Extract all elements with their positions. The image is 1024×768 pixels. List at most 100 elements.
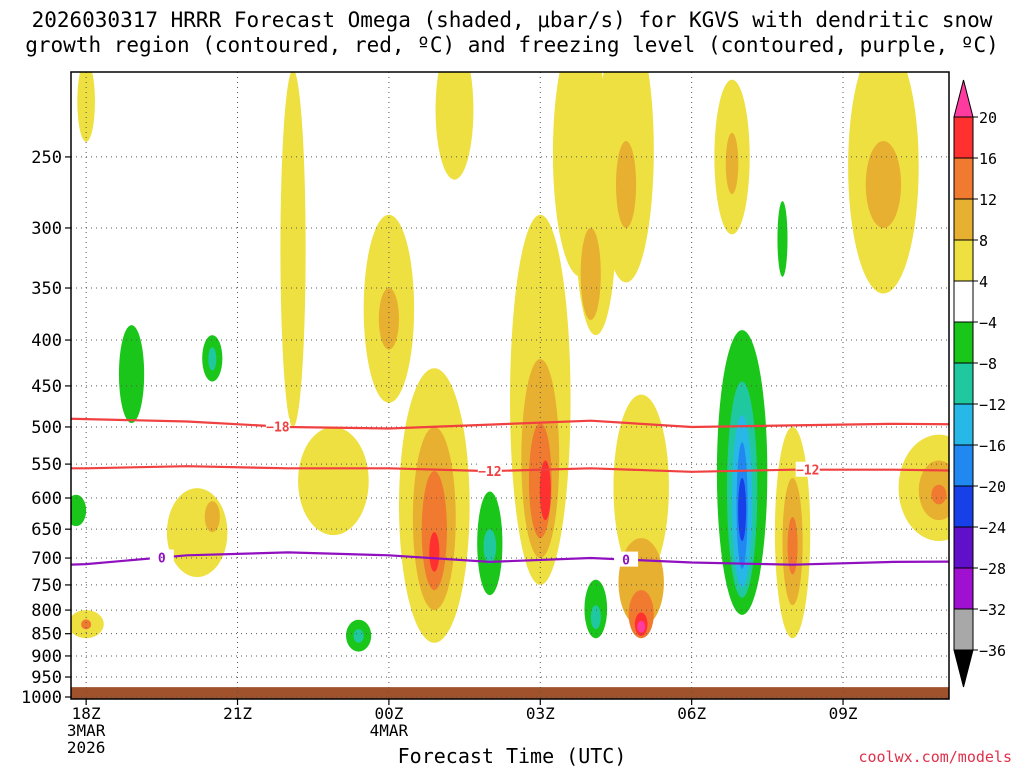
x-tick-label-0-0: 18Z	[72, 704, 101, 723]
y-tick-label-500: 500	[31, 418, 62, 438]
omega-cell-28	[483, 529, 497, 564]
x-tick-label-5-0: 09Z	[829, 704, 858, 723]
colorbar-label-12: −32	[979, 601, 1006, 619]
y-tick-label-650: 650	[31, 520, 62, 540]
omega-cell-19	[378, 288, 399, 350]
omega-cell-8	[166, 488, 228, 578]
x-tick-label-4-0: 06Z	[677, 704, 706, 723]
dgz-contour-1-label-0: −12	[478, 465, 501, 480]
omega-cell-14	[298, 426, 369, 536]
freezing-level-contour-label-bg-0	[149, 549, 174, 565]
y-tick-label-250: 250	[31, 148, 62, 168]
y-tick-label-800: 800	[31, 601, 62, 621]
x-tick-label-1-0: 21Z	[223, 704, 252, 723]
omega-cell-17	[353, 629, 364, 643]
omega-cell-62	[865, 141, 902, 228]
y-tick-label-400: 400	[31, 331, 62, 351]
freezing-level-contour-label-0: 0	[158, 551, 166, 566]
y-tick-label-450: 450	[31, 377, 62, 397]
colorbar-label-13: −36	[979, 642, 1006, 660]
colorbar-label-0: 20	[979, 109, 997, 127]
dgz-contour-1-label-bg-0	[477, 463, 502, 479]
colorbar-label-3: 8	[979, 232, 988, 250]
x-tick-label-2-0: 00Z	[374, 704, 403, 723]
x-tick-label-2-1: 4MAR	[370, 721, 409, 740]
colorbar-swatch-8	[953, 403, 974, 446]
colorbar-label-8: −16	[979, 437, 1006, 455]
colorbar-label-11: −28	[979, 560, 1006, 578]
colorbar-swatch-6	[953, 321, 974, 364]
y-tick-label-350: 350	[31, 279, 62, 299]
colorbar-swatch-12	[953, 567, 974, 610]
omega-cell-22	[421, 471, 447, 591]
colorbar-swatch-4	[953, 239, 974, 282]
contour-lines: −18 −12 −12 0 0	[71, 417, 949, 569]
dgz-contour-0-label-0: −18	[266, 420, 290, 435]
colorbar-swatch-7	[953, 362, 974, 405]
colorbar-swatch-14	[953, 649, 974, 688]
y-tick-label-950: 950	[31, 668, 62, 688]
freezing-level-contour-label-bg-1	[614, 551, 639, 567]
colorbar-label-10: −24	[979, 519, 1006, 537]
omega-cell-24	[435, 72, 474, 180]
omega-cell-13	[280, 72, 306, 427]
omega-cell-52	[738, 478, 747, 541]
colorbar-swatch-0	[953, 79, 974, 118]
omega-cell-4	[118, 325, 145, 424]
chart-title: 2026030317 HRRR Forecast Omega (shaded, …	[0, 8, 1024, 58]
x-tick-label-0-2: 2026	[67, 738, 106, 757]
omega-cell-23	[429, 532, 440, 572]
freezing-level-contour-label-1: 0	[622, 554, 630, 569]
colorbar-swatch-10	[953, 485, 974, 528]
omega-cell-32	[539, 460, 551, 521]
omega-cell-6	[71, 494, 87, 527]
chart-title-line-1: 2026030317 HRRR Forecast Omega (shaded, …	[31, 8, 993, 32]
omega-cell-65	[931, 484, 947, 505]
dgz-contour-1-label-1: −12	[796, 464, 819, 479]
omega-cell-2	[81, 619, 92, 630]
omega-cell-56	[777, 201, 788, 277]
dgz-contour-0-label-bg-0	[265, 418, 290, 434]
y-tick-label-550: 550	[31, 455, 62, 475]
omega-cell-35	[580, 227, 601, 321]
x-axis-label: Forecast Time (UTC)	[397, 744, 627, 768]
plot-area: −18 −12 −12 0 0	[70, 71, 950, 700]
omega-cell-0	[77, 72, 95, 142]
omega-cell-54	[725, 132, 739, 195]
colorbar-swatch-2	[953, 157, 974, 200]
credit-link[interactable]: coolwx.com/models	[858, 748, 1012, 766]
chart-title-line-2: growth region (contoured, red, ºC) and f…	[25, 33, 999, 57]
omega-cell-12	[208, 347, 217, 371]
colorbar-label-5: −4	[979, 314, 997, 332]
colorbar-swatch-1	[953, 116, 974, 159]
colorbar-swatch-13	[953, 608, 974, 651]
x-tick-label-3-0: 03Z	[526, 704, 555, 723]
y-tick-label-1000: 1000	[21, 688, 62, 708]
colorbar-swatch-9	[953, 444, 974, 487]
omega-cell-40	[615, 141, 637, 228]
omega-cell-60	[808, 563, 837, 669]
colorbar-label-2: 12	[979, 191, 997, 209]
omega-cell-45	[637, 620, 646, 633]
dgz-contour-1-label-bg-1	[795, 461, 820, 477]
colorbar-label-7: −12	[979, 396, 1006, 414]
colorbar-legend: 20 16 12 8 4 −4 −8 −12 −16 −20 −24 −28 −32 −36	[953, 79, 1006, 688]
colorbar-label-4: 4	[979, 273, 988, 291]
omega-cell-59	[787, 517, 798, 575]
ground-layer	[71, 687, 949, 699]
colorbar-swatch-5	[953, 280, 974, 323]
y-tick-label-700: 700	[31, 549, 62, 569]
omega-shading	[71, 72, 949, 669]
ground-surface	[71, 687, 949, 699]
omega-cell-7	[139, 635, 155, 659]
omega-cell-9	[204, 501, 220, 533]
colorbar-swatch-3	[953, 198, 974, 241]
colorbar-swatch-11	[953, 526, 974, 569]
y-tick-label-600: 600	[31, 489, 62, 509]
colorbar-label-6: −8	[979, 355, 997, 373]
omega-cell-3	[93, 186, 170, 450]
y-tick-label-300: 300	[31, 219, 62, 239]
y-tick-label-900: 900	[31, 647, 62, 667]
